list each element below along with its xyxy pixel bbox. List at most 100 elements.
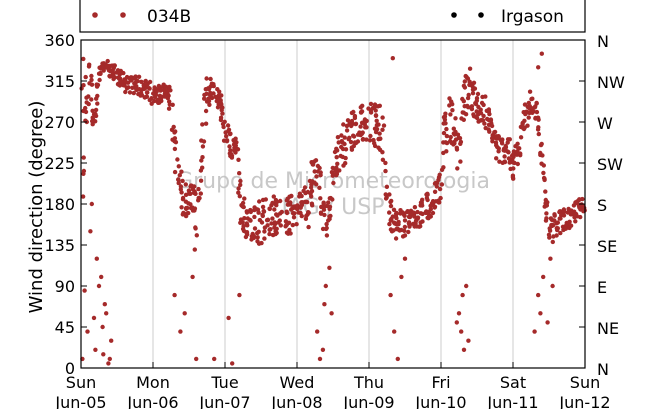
data-point bbox=[507, 160, 512, 165]
data-point bbox=[461, 347, 467, 352]
data-point bbox=[391, 228, 396, 233]
data-point bbox=[110, 71, 116, 77]
data-point bbox=[231, 138, 236, 143]
data-point bbox=[95, 101, 100, 106]
data-point bbox=[172, 139, 177, 144]
data-point bbox=[170, 102, 175, 108]
data-point bbox=[84, 95, 89, 100]
data-point bbox=[478, 107, 483, 112]
data-point bbox=[344, 128, 350, 133]
data-point bbox=[346, 137, 351, 142]
data-point bbox=[500, 160, 505, 165]
data-point bbox=[568, 223, 574, 228]
data-point bbox=[444, 126, 449, 132]
data-point bbox=[309, 194, 314, 199]
data-point bbox=[535, 127, 541, 132]
data-point bbox=[554, 226, 559, 231]
data-point bbox=[511, 166, 516, 171]
data-point bbox=[523, 110, 529, 115]
data-point bbox=[459, 329, 464, 334]
data-point bbox=[376, 122, 381, 127]
data-point bbox=[487, 111, 492, 117]
data-point bbox=[144, 90, 150, 95]
y-tick-label: 180 bbox=[44, 195, 75, 214]
data-point bbox=[458, 159, 463, 164]
data-point bbox=[172, 169, 178, 175]
data-point bbox=[176, 164, 181, 169]
data-point bbox=[373, 113, 379, 118]
data-point bbox=[353, 121, 358, 127]
compass-tick-label: NW bbox=[597, 73, 625, 92]
data-point bbox=[454, 320, 459, 325]
data-point bbox=[526, 100, 531, 106]
y-tick-label: 90 bbox=[55, 277, 75, 296]
data-point bbox=[269, 221, 274, 226]
data-point bbox=[327, 265, 332, 270]
data-point bbox=[458, 139, 464, 145]
data-point bbox=[432, 189, 438, 194]
data-point bbox=[418, 220, 423, 225]
data-point bbox=[194, 356, 199, 362]
data-point bbox=[577, 205, 582, 210]
data-point bbox=[141, 82, 146, 88]
data-point bbox=[320, 226, 326, 232]
data-point bbox=[147, 97, 152, 103]
data-point bbox=[294, 222, 299, 227]
legend-marker-series-2 bbox=[451, 12, 457, 18]
data-point bbox=[199, 158, 204, 163]
y-tick-label: 0 bbox=[65, 359, 75, 378]
legend-marker-series-1 bbox=[92, 12, 98, 18]
data-point bbox=[283, 219, 289, 224]
data-point bbox=[415, 209, 420, 215]
data-point bbox=[271, 194, 276, 199]
data-point bbox=[102, 302, 108, 307]
data-point bbox=[167, 84, 172, 90]
x-tick-label-date: Jun-06 bbox=[126, 393, 178, 409]
data-point bbox=[255, 235, 260, 240]
data-point bbox=[562, 209, 567, 214]
data-point bbox=[448, 134, 453, 140]
data-point bbox=[94, 84, 100, 89]
data-point bbox=[93, 347, 98, 352]
data-point bbox=[260, 212, 265, 217]
data-point bbox=[166, 106, 172, 111]
data-point bbox=[274, 203, 279, 208]
x-tick-label-date: Jun-07 bbox=[198, 393, 250, 409]
data-point bbox=[341, 122, 346, 127]
data-point bbox=[229, 152, 234, 157]
data-point bbox=[343, 147, 349, 152]
data-point bbox=[368, 110, 374, 115]
data-point bbox=[339, 133, 344, 138]
data-point bbox=[352, 115, 358, 121]
data-point bbox=[361, 120, 366, 125]
data-point bbox=[345, 118, 351, 123]
data-point bbox=[507, 137, 512, 142]
data-point bbox=[380, 115, 385, 120]
data-point bbox=[109, 63, 115, 68]
data-point bbox=[312, 169, 317, 174]
data-point bbox=[541, 274, 546, 280]
data-point bbox=[126, 85, 131, 90]
data-point bbox=[450, 108, 455, 113]
data-point bbox=[309, 188, 315, 194]
data-point bbox=[534, 109, 540, 115]
data-point bbox=[204, 99, 210, 104]
y-tick-label: 360 bbox=[44, 31, 75, 50]
data-point bbox=[550, 283, 555, 289]
data-point bbox=[482, 121, 487, 126]
data-point bbox=[224, 134, 229, 139]
data-point bbox=[411, 222, 417, 227]
data-point bbox=[420, 211, 425, 217]
data-point bbox=[230, 361, 235, 366]
data-point bbox=[515, 161, 520, 167]
x-tick-label-day: Sun bbox=[570, 373, 600, 392]
data-point bbox=[368, 101, 374, 107]
data-point bbox=[475, 91, 481, 97]
data-point bbox=[134, 79, 139, 85]
data-point bbox=[158, 95, 164, 101]
data-point bbox=[165, 95, 170, 101]
data-point bbox=[190, 187, 196, 192]
data-point bbox=[107, 74, 113, 79]
data-point bbox=[326, 218, 331, 223]
